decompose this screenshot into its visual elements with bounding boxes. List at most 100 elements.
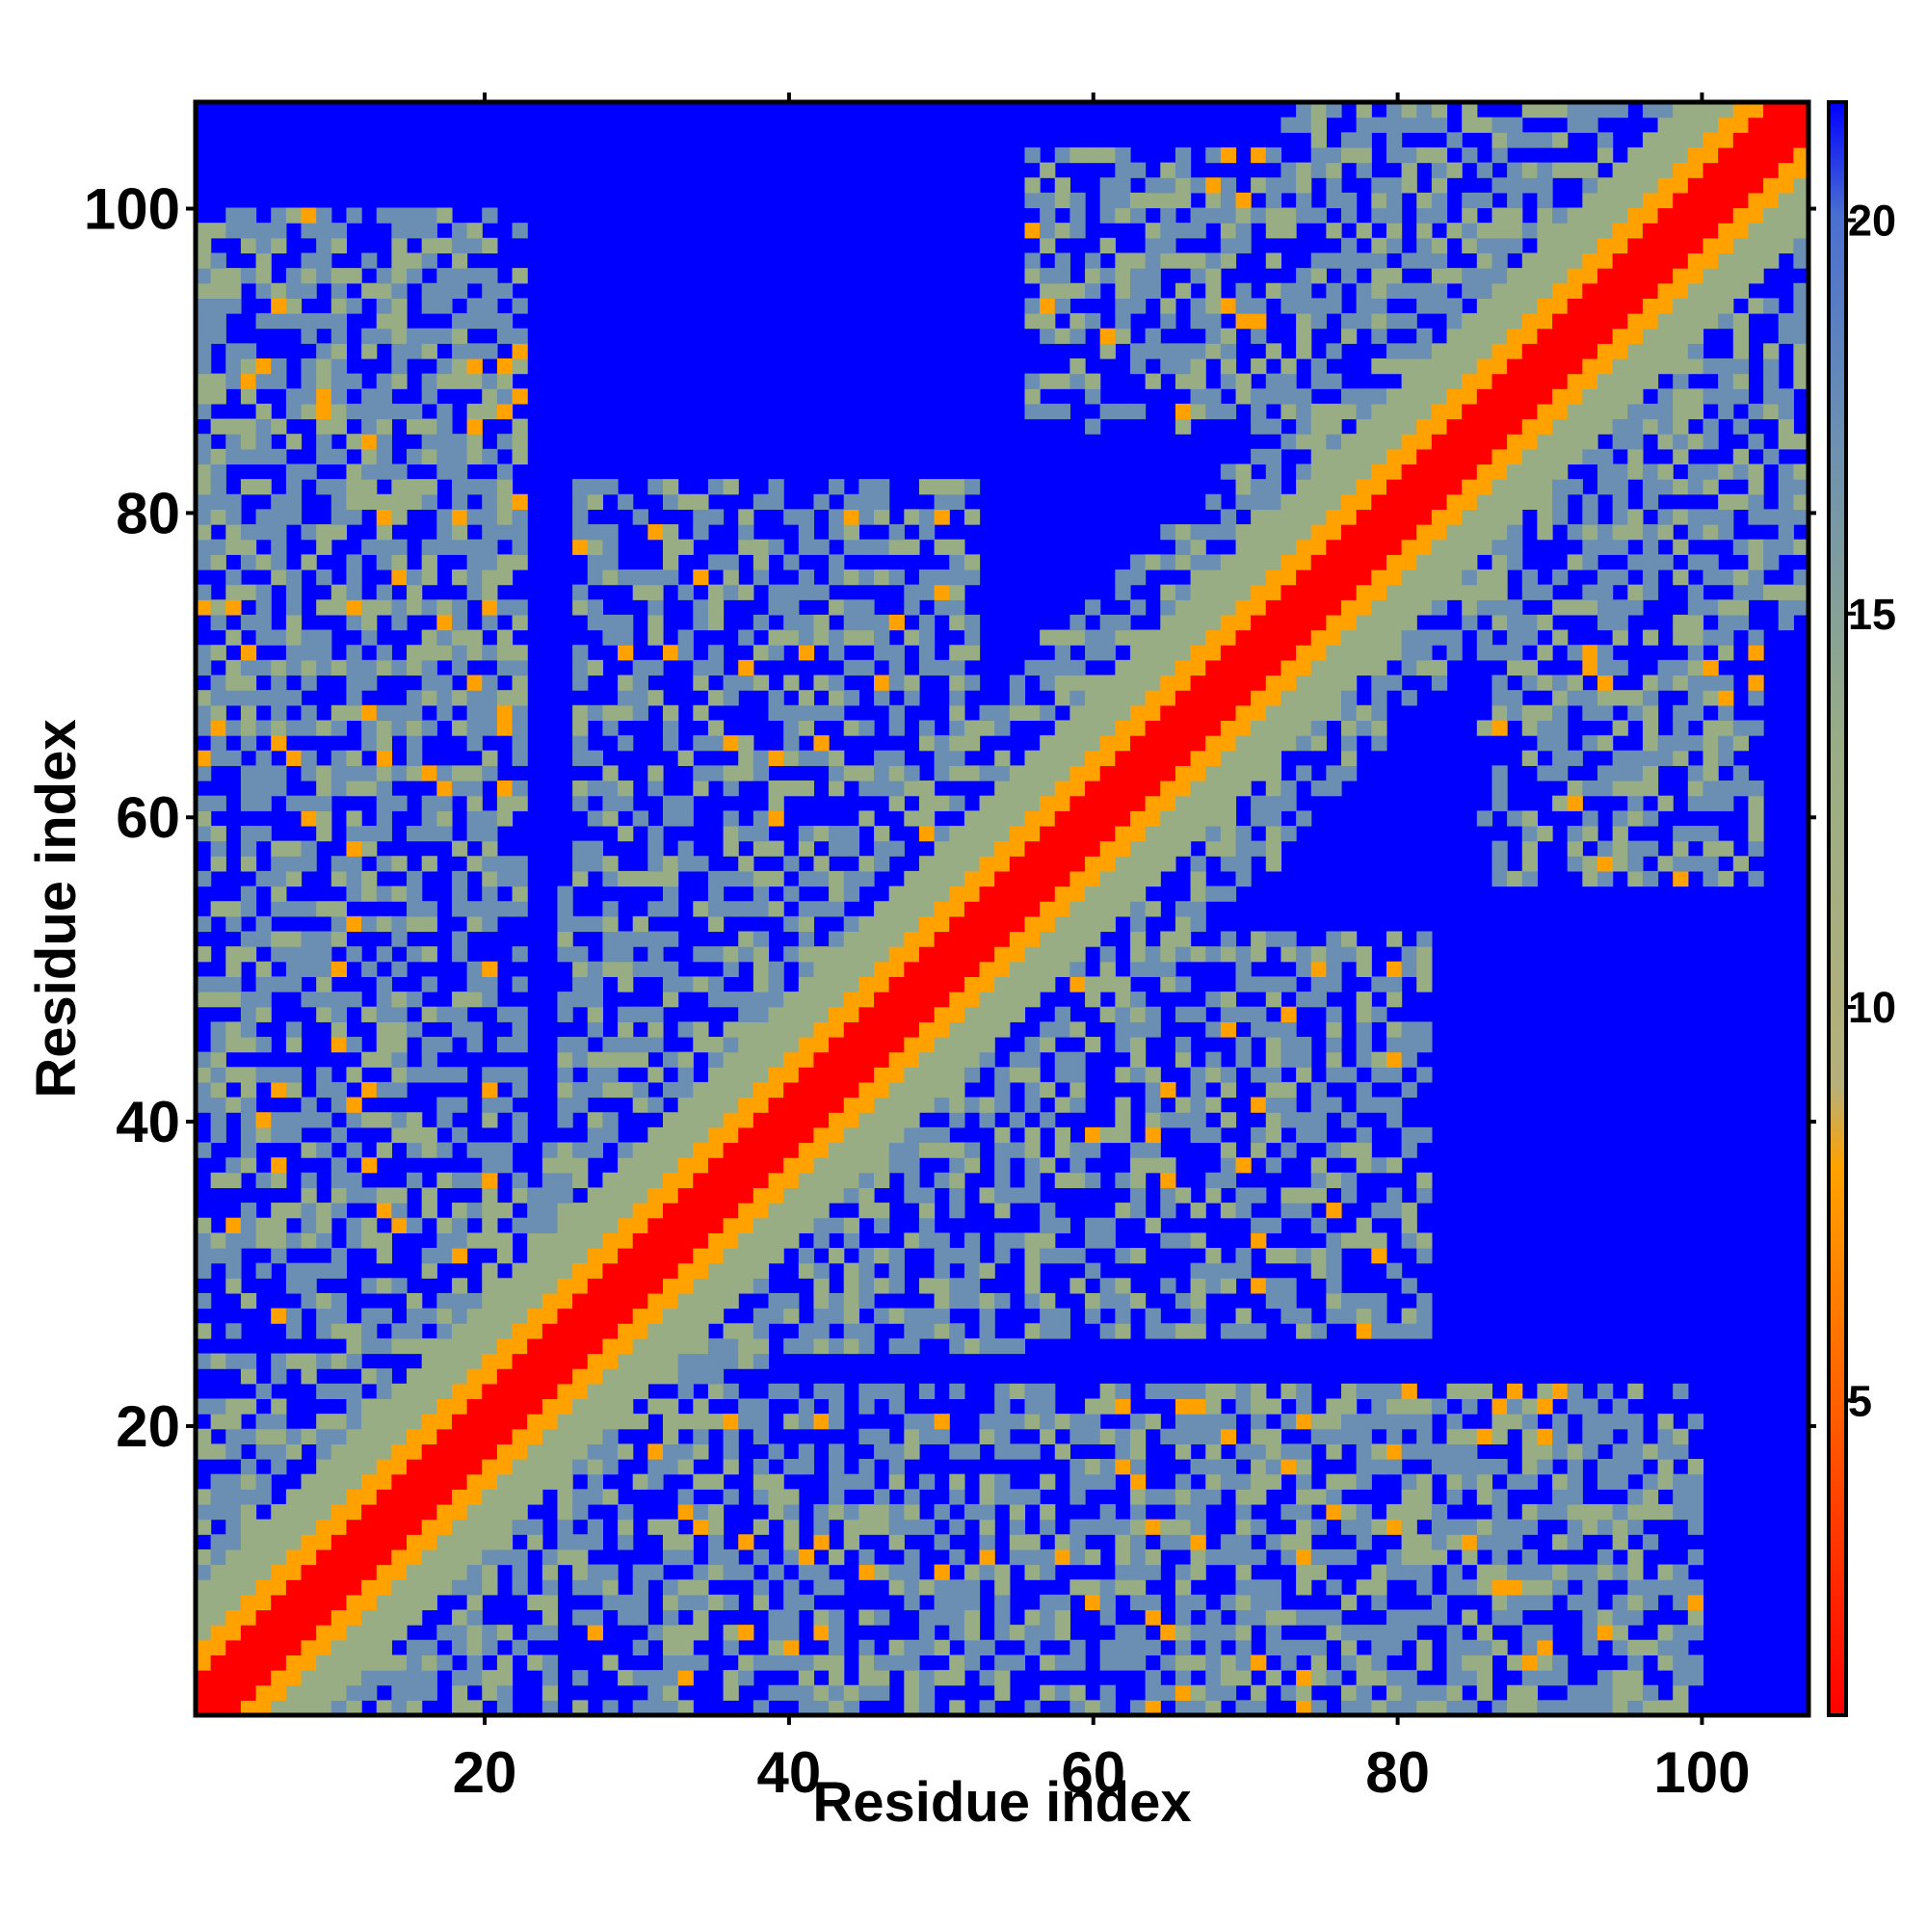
heatmap-cell	[874, 1564, 890, 1580]
heatmap-cell	[1205, 1428, 1222, 1444]
heatmap-cell	[407, 223, 423, 239]
heatmap-cell	[1129, 840, 1147, 857]
heatmap-cell	[376, 750, 392, 766]
heatmap-cell	[798, 1051, 815, 1068]
heatmap-cell	[602, 1654, 619, 1671]
heatmap-cell	[904, 675, 920, 691]
heatmap-cell	[210, 388, 226, 405]
heatmap-cell	[1190, 1489, 1206, 1505]
heatmap-cell	[979, 1337, 995, 1355]
heatmap-cell	[1235, 750, 1252, 766]
heatmap-cell	[361, 1670, 378, 1686]
heatmap-cell	[421, 720, 437, 736]
heatmap-cell	[1296, 629, 1312, 646]
heatmap-cell	[888, 1398, 905, 1415]
heatmap-cell	[874, 1157, 890, 1174]
heatmap-cell	[391, 479, 408, 495]
heatmap-cell	[1371, 328, 1387, 344]
heatmap-cell	[301, 946, 317, 963]
heatmap-cell	[482, 614, 498, 631]
heatmap-cell	[1085, 840, 1101, 857]
heatmap-cell	[466, 1337, 483, 1355]
heatmap-cell	[1129, 825, 1147, 842]
heatmap-cell	[798, 1126, 815, 1144]
heatmap-cell	[1476, 810, 1493, 827]
heatmap-cell	[271, 509, 287, 525]
heatmap-cell	[466, 1172, 483, 1189]
heatmap-cell	[1009, 1443, 1026, 1460]
heatmap-cell	[572, 1564, 589, 1580]
heatmap-cell	[1129, 1428, 1147, 1444]
heatmap-cell	[1069, 1051, 1086, 1068]
heatmap-cell	[1115, 629, 1131, 646]
heatmap-cell	[602, 856, 619, 872]
heatmap-cell	[376, 1368, 392, 1385]
heatmap-cell	[210, 268, 226, 284]
heatmap-cell	[557, 1097, 573, 1113]
heatmap-cell	[1235, 313, 1252, 330]
heatmap-cell	[723, 1414, 739, 1430]
heatmap-cell	[693, 1398, 709, 1415]
heatmap-cell	[1446, 403, 1463, 420]
heatmap-cell	[1341, 403, 1358, 420]
heatmap-cell	[1491, 1548, 1508, 1566]
heatmap-cell	[1235, 1594, 1252, 1611]
heatmap-cell	[1190, 1564, 1206, 1580]
heatmap-cell	[1296, 1503, 1312, 1521]
heatmap-cell	[482, 1473, 498, 1490]
heatmap-cell	[934, 931, 950, 947]
heatmap-cell	[693, 1278, 709, 1294]
heatmap-cell	[677, 1323, 694, 1339]
heatmap-cell	[904, 1051, 920, 1068]
heatmap-cell	[752, 1006, 770, 1022]
heatmap-cell	[1115, 1579, 1131, 1596]
heatmap-cell	[949, 946, 965, 963]
heatmap-cell	[285, 509, 303, 525]
heatmap-cell	[1099, 886, 1116, 902]
heatmap-cell	[482, 388, 498, 405]
heatmap-cell	[1356, 252, 1372, 269]
heatmap-cell	[677, 584, 694, 600]
heatmap-cell	[196, 298, 212, 314]
heatmap-cell	[949, 1081, 965, 1098]
heatmap-cell	[376, 1278, 392, 1294]
heatmap-cell	[346, 1594, 362, 1611]
heatmap-cell	[496, 1414, 514, 1430]
heatmap-cell	[557, 1323, 573, 1339]
heatmap-cell	[707, 1383, 725, 1400]
heatmap-cell	[843, 1308, 859, 1324]
heatmap-cell	[979, 810, 995, 827]
heatmap-cell	[768, 1067, 784, 1083]
heatmap-cell	[557, 1262, 573, 1279]
heatmap-cell	[1265, 1126, 1282, 1144]
heatmap-cell	[512, 735, 528, 752]
heatmap-cell	[1069, 1473, 1086, 1490]
heatmap-cell	[1190, 1654, 1206, 1671]
heatmap-cell	[391, 1021, 408, 1038]
heatmap-cell	[693, 493, 709, 511]
heatmap-cell	[1371, 1383, 1387, 1400]
heatmap-cell	[783, 1534, 800, 1550]
heatmap-cell	[1386, 1609, 1403, 1626]
heatmap-cell	[1069, 282, 1086, 299]
heatmap-cell	[512, 614, 528, 631]
heatmap-cell	[618, 870, 634, 887]
heatmap-cell	[874, 1203, 890, 1219]
heatmap-cell	[361, 704, 378, 722]
heatmap-cell	[330, 599, 348, 616]
heatmap-cell	[1220, 1021, 1237, 1038]
heatmap-cell	[587, 1248, 604, 1264]
heatmap-cell	[1280, 373, 1297, 389]
heatmap-cell	[316, 207, 332, 224]
heatmap-cell	[1069, 192, 1086, 209]
heatmap-cell	[1024, 298, 1041, 314]
heatmap-cell	[301, 223, 317, 239]
heatmap-cell	[316, 765, 332, 781]
heatmap-cell	[768, 750, 784, 766]
heatmap-cell	[632, 1579, 648, 1596]
heatmap-cell	[421, 795, 437, 811]
heatmap-cell	[888, 1473, 905, 1490]
heatmap-cell	[693, 569, 709, 586]
heatmap-cell	[1296, 282, 1312, 299]
